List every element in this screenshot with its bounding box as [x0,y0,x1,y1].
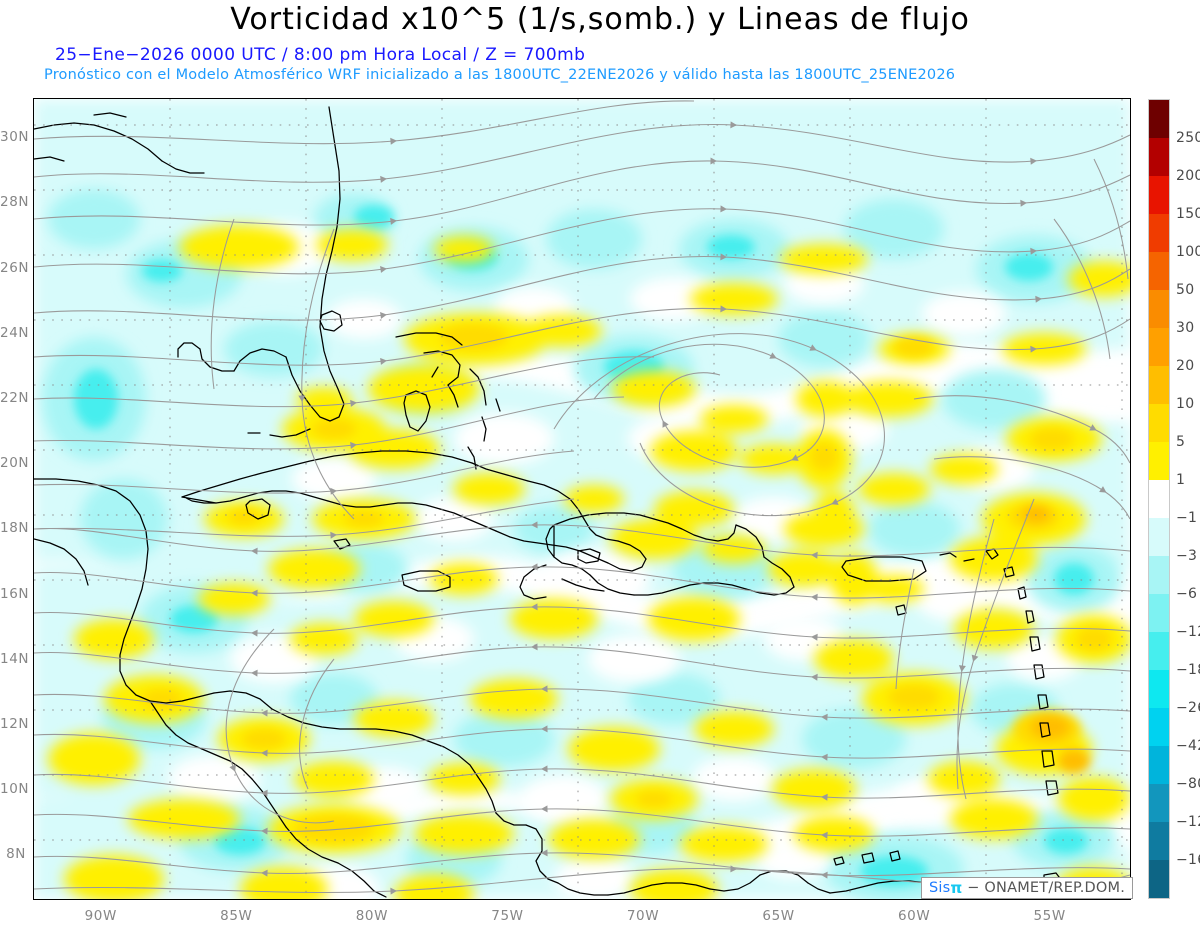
colorbar[interactable] [1148,99,1170,899]
colorbar-label-neg1: −1 [1176,510,1198,526]
colorbar-label-neg3: −3 [1176,548,1198,564]
grid-layer [34,99,1130,899]
ytick-22N: 22N [0,389,30,406]
colorbar-label-150: 150 [1176,206,1200,222]
colorbar-segment-0 [1149,100,1169,138]
ytick-28N: 28N [0,194,30,211]
ytick-24N: 24N [0,324,30,341]
valid-time-subtitle: 25−Ene−2026 0000 UTC / 8:00 pm Hora Loca… [55,45,586,65]
logo-brand-text: Sis [929,880,951,896]
colorbar-segment-7 [1149,366,1169,404]
xtick-75W: 75W [491,908,524,924]
colorbar-label-250: 250 [1176,130,1200,146]
colorbar-segment-5 [1149,290,1169,328]
colorbar-segment-11 [1149,518,1169,556]
colorbar-segment-1 [1149,138,1169,176]
colorbar-segment-12 [1149,556,1169,594]
map-plot-area[interactable] [33,98,1131,900]
ytick-26N: 26N [0,259,30,276]
ytick-14N: 14N [0,650,30,667]
colorbar-segment-18 [1149,784,1169,822]
colorbar-label-100: 100 [1176,244,1200,260]
ytick-16N: 16N [0,585,30,602]
ytick-12N: 12N [0,715,30,732]
colorbar-segment-14 [1149,632,1169,670]
colorbar-segment-13 [1149,594,1169,632]
colorbar-label-1: 1 [1176,472,1186,488]
colorbar-label-neg80: −80 [1176,776,1200,792]
colorbar-label-neg160: −160 [1176,852,1200,868]
page-title: Vorticidad x10^5 (1/s,somb.) y Lineas de… [230,2,970,37]
xtick-65W: 65W [762,908,795,924]
ytick-30N: 30N [0,129,30,146]
xtick-60W: 60W [897,908,931,924]
colorbar-segment-2 [1149,176,1169,214]
colorbar-segment-4 [1149,252,1169,290]
colorbar-segment-15 [1149,670,1169,708]
colorbar-segment-8 [1149,404,1169,442]
colorbar-segment-6 [1149,328,1169,366]
xtick-55W: 55W [1033,908,1066,924]
colorbar-segment-19 [1149,822,1169,860]
colorbar-label-10: 10 [1176,396,1195,412]
colorbar-segment-9 [1149,442,1169,480]
chart-header: Vorticidad x10^5 (1/s,somb.) y Lineas de… [0,0,1200,96]
ytick-10N: 10N [0,781,30,798]
ytick-18N: 18N [0,520,30,537]
colorbar-label-neg42: −42 [1176,738,1200,754]
vorticity-map-canvas [34,99,1130,899]
xtick-80W: 80W [355,908,389,924]
model-run-subtitle: Pronóstico con el Modelo Atmosférico WRF… [44,67,956,83]
logo-pi-symbol: π [950,879,963,897]
colorbar-label-neg6: −6 [1176,586,1198,602]
colorbar-label-30: 30 [1176,320,1195,336]
agency-logo: Sis π − ONAMET/REP.DOM. [921,877,1134,899]
colorbar-segment-3 [1149,214,1169,252]
ytick-8N: 8N [6,846,26,863]
colorbar-label-200: 200 [1176,168,1200,184]
colorbar-segment-20 [1149,860,1169,898]
colorbar-label-50: 50 [1176,282,1195,298]
xtick-70W: 70W [626,908,660,924]
logo-organization: − ONAMET/REP.DOM. [967,880,1126,896]
colorbar-segment-10 [1149,480,1169,518]
colorbar-label-5: 5 [1176,434,1186,450]
colorbar-label-neg120: −120 [1176,814,1200,830]
colorbar-label-neg26: −26 [1176,700,1200,716]
colorbar-segment-17 [1149,746,1169,784]
colorbar-label-neg18: −18 [1176,662,1200,678]
colorbar-label-20: 20 [1176,358,1195,374]
xtick-85W: 85W [220,908,253,924]
xtick-90W: 90W [84,908,117,924]
ytick-20N: 20N [0,455,30,472]
colorbar-segment-16 [1149,708,1169,746]
colorbar-label-neg12: −12 [1176,624,1200,640]
